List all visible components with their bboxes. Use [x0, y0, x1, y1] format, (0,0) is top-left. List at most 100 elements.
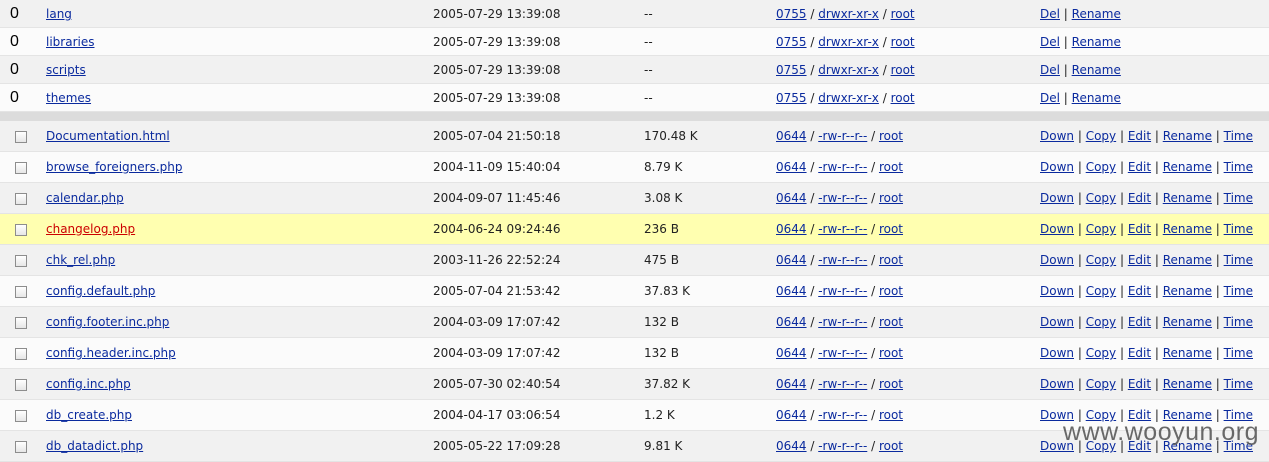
- directory-name-link[interactable]: libraries: [46, 34, 95, 49]
- permission-string-link[interactable]: drwxr-xr-x: [818, 62, 879, 77]
- select-checkbox[interactable]: [15, 130, 27, 143]
- permission-string-link[interactable]: -rw-r--r--: [818, 222, 868, 236]
- owner-link[interactable]: root: [878, 315, 904, 329]
- file-name-link[interactable]: config.footer.inc.php: [46, 315, 170, 329]
- edit-link[interactable]: Edit: [1127, 160, 1152, 174]
- owner-link[interactable]: root: [878, 439, 904, 453]
- time-link[interactable]: Time: [1223, 253, 1253, 267]
- file-name-link[interactable]: Documentation.html: [46, 129, 170, 143]
- select-checkbox[interactable]: [15, 409, 27, 422]
- permission-string-link[interactable]: -rw-r--r--: [818, 346, 868, 360]
- owner-link[interactable]: root: [878, 160, 904, 174]
- file-name-link[interactable]: config.inc.php: [46, 377, 131, 391]
- del-link[interactable]: Del: [1040, 90, 1060, 105]
- edit-link[interactable]: Edit: [1127, 129, 1152, 143]
- copy-link[interactable]: Copy: [1085, 191, 1117, 205]
- edit-link[interactable]: Edit: [1127, 315, 1152, 329]
- time-link[interactable]: Time: [1223, 439, 1253, 453]
- time-link[interactable]: Time: [1223, 377, 1253, 391]
- time-link[interactable]: Time: [1223, 129, 1253, 143]
- directory-name-link[interactable]: lang: [46, 6, 72, 21]
- copy-link[interactable]: Copy: [1085, 439, 1117, 453]
- down-link[interactable]: Down: [1040, 408, 1075, 422]
- select-checkbox[interactable]: [15, 347, 27, 360]
- select-checkbox[interactable]: [15, 223, 27, 236]
- file-name-link[interactable]: browse_foreigners.php: [46, 160, 183, 174]
- rename-link[interactable]: Rename: [1071, 6, 1121, 21]
- permission-octal-link[interactable]: 0644: [776, 315, 807, 329]
- copy-link[interactable]: Copy: [1085, 222, 1117, 236]
- permission-octal-link[interactable]: 0755: [776, 90, 807, 105]
- permission-string-link[interactable]: -rw-r--r--: [818, 439, 868, 453]
- owner-link[interactable]: root: [878, 191, 904, 205]
- permission-string-link[interactable]: -rw-r--r--: [818, 191, 868, 205]
- permission-octal-link[interactable]: 0644: [776, 191, 807, 205]
- down-link[interactable]: Down: [1040, 377, 1075, 391]
- select-checkbox[interactable]: [15, 378, 27, 391]
- down-link[interactable]: Down: [1040, 129, 1075, 143]
- copy-link[interactable]: Copy: [1085, 346, 1117, 360]
- edit-link[interactable]: Edit: [1127, 346, 1152, 360]
- down-link[interactable]: Down: [1040, 284, 1075, 298]
- copy-link[interactable]: Copy: [1085, 284, 1117, 298]
- directory-name-link[interactable]: themes: [46, 90, 92, 105]
- file-name-link[interactable]: config.default.php: [46, 284, 156, 298]
- permission-string-link[interactable]: drwxr-xr-x: [818, 90, 879, 105]
- down-link[interactable]: Down: [1040, 222, 1075, 236]
- time-link[interactable]: Time: [1223, 408, 1253, 422]
- rename-link[interactable]: Rename: [1071, 62, 1121, 77]
- edit-link[interactable]: Edit: [1127, 439, 1152, 453]
- rename-link[interactable]: Rename: [1162, 377, 1212, 391]
- copy-link[interactable]: Copy: [1085, 160, 1117, 174]
- rename-link[interactable]: Rename: [1071, 34, 1121, 49]
- permission-string-link[interactable]: -rw-r--r--: [818, 160, 868, 174]
- permission-octal-link[interactable]: 0644: [776, 377, 807, 391]
- permission-string-link[interactable]: -rw-r--r--: [818, 315, 868, 329]
- rename-link[interactable]: Rename: [1162, 284, 1212, 298]
- del-link[interactable]: Del: [1040, 62, 1060, 77]
- owner-link[interactable]: root: [878, 129, 904, 143]
- owner-link[interactable]: root: [878, 346, 904, 360]
- rename-link[interactable]: Rename: [1162, 346, 1212, 360]
- permission-octal-link[interactable]: 0755: [776, 6, 807, 21]
- permission-octal-link[interactable]: 0644: [776, 439, 807, 453]
- file-name-link[interactable]: db_datadict.php: [46, 439, 144, 453]
- rename-link[interactable]: Rename: [1162, 253, 1212, 267]
- down-link[interactable]: Down: [1040, 346, 1075, 360]
- permission-string-link[interactable]: drwxr-xr-x: [818, 34, 879, 49]
- permission-octal-link[interactable]: 0644: [776, 253, 807, 267]
- rename-link[interactable]: Rename: [1162, 129, 1212, 143]
- edit-link[interactable]: Edit: [1127, 408, 1152, 422]
- owner-link[interactable]: root: [890, 6, 915, 21]
- select-checkbox[interactable]: [15, 192, 27, 205]
- file-name-link[interactable]: calendar.php: [46, 191, 124, 205]
- time-link[interactable]: Time: [1223, 222, 1253, 236]
- time-link[interactable]: Time: [1223, 191, 1253, 205]
- owner-link[interactable]: root: [878, 377, 904, 391]
- time-link[interactable]: Time: [1223, 346, 1253, 360]
- rename-link[interactable]: Rename: [1162, 439, 1212, 453]
- time-link[interactable]: Time: [1223, 284, 1253, 298]
- file-name-link[interactable]: db_create.php: [46, 408, 132, 422]
- permission-octal-link[interactable]: 0644: [776, 222, 807, 236]
- edit-link[interactable]: Edit: [1127, 377, 1152, 391]
- permission-string-link[interactable]: -rw-r--r--: [818, 253, 868, 267]
- permission-string-link[interactable]: -rw-r--r--: [818, 284, 868, 298]
- down-link[interactable]: Down: [1040, 315, 1075, 329]
- edit-link[interactable]: Edit: [1127, 191, 1152, 205]
- edit-link[interactable]: Edit: [1127, 284, 1152, 298]
- select-checkbox[interactable]: [15, 161, 27, 174]
- file-name-link[interactable]: changelog.php: [46, 222, 136, 236]
- rename-link[interactable]: Rename: [1162, 315, 1212, 329]
- copy-link[interactable]: Copy: [1085, 253, 1117, 267]
- file-name-link[interactable]: config.header.inc.php: [46, 346, 176, 360]
- time-link[interactable]: Time: [1223, 160, 1253, 174]
- permission-octal-link[interactable]: 0644: [776, 160, 807, 174]
- permission-octal-link[interactable]: 0644: [776, 129, 807, 143]
- down-link[interactable]: Down: [1040, 439, 1075, 453]
- copy-link[interactable]: Copy: [1085, 377, 1117, 391]
- owner-link[interactable]: root: [878, 222, 904, 236]
- rename-link[interactable]: Rename: [1162, 160, 1212, 174]
- down-link[interactable]: Down: [1040, 191, 1075, 205]
- permission-octal-link[interactable]: 0644: [776, 346, 807, 360]
